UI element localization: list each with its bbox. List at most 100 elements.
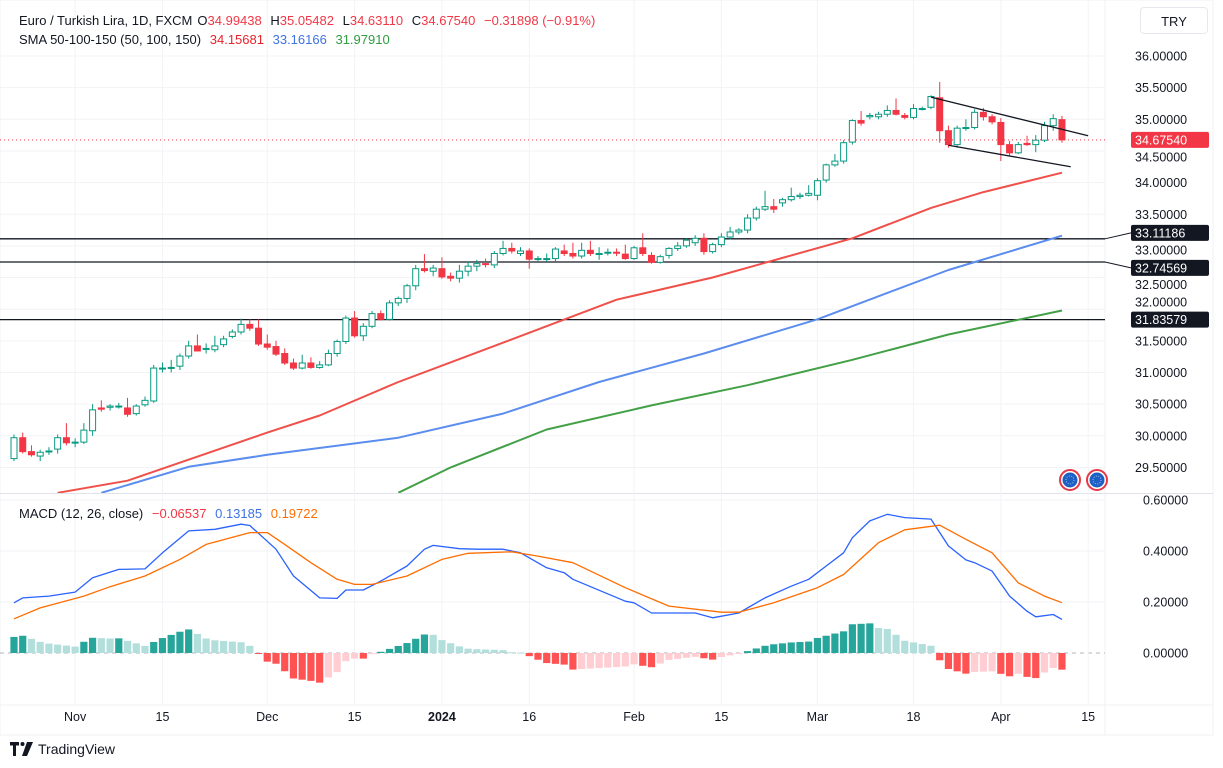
sma-line-sma150[interactable] — [397, 309, 1063, 493]
economic-event-icon[interactable] — [1086, 469, 1108, 491]
candle[interactable] — [682, 238, 690, 248]
candle[interactable] — [848, 119, 856, 145]
candle[interactable] — [700, 233, 708, 255]
candle[interactable] — [604, 248, 612, 256]
candle[interactable] — [438, 257, 446, 279]
candle[interactable] — [333, 339, 341, 357]
economic-event-icon[interactable] — [1059, 469, 1081, 491]
candle[interactable] — [281, 348, 289, 365]
candle[interactable] — [857, 111, 865, 126]
candle[interactable] — [840, 140, 848, 164]
candle[interactable] — [420, 254, 428, 273]
candle[interactable] — [717, 233, 725, 248]
candle[interactable] — [674, 242, 682, 251]
candle[interactable] — [124, 397, 132, 417]
candle[interactable] — [822, 163, 830, 183]
candle[interactable] — [237, 318, 245, 335]
candle[interactable] — [324, 349, 332, 367]
candle[interactable] — [447, 272, 455, 282]
sma-legend[interactable]: SMA 50-100-150 (50, 100, 150) 34.15681 3… — [19, 32, 395, 48]
candle[interactable] — [490, 250, 498, 269]
candle[interactable] — [875, 111, 883, 120]
candle[interactable] — [997, 118, 1005, 162]
candle[interactable] — [132, 404, 140, 416]
candle[interactable] — [735, 228, 743, 235]
candle[interactable] — [263, 334, 271, 350]
candle[interactable] — [150, 364, 158, 403]
candle[interactable] — [106, 404, 114, 411]
candle[interactable] — [944, 125, 952, 148]
candle[interactable] — [10, 434, 18, 462]
candle[interactable] — [403, 283, 411, 303]
candle[interactable] — [193, 334, 201, 352]
candle[interactable] — [19, 432, 27, 454]
candle[interactable] — [386, 300, 394, 321]
candle[interactable] — [71, 438, 79, 448]
candle[interactable] — [927, 95, 935, 110]
candle[interactable] — [779, 197, 787, 207]
candle[interactable] — [578, 242, 586, 259]
macd-line[interactable] — [13, 513, 1063, 620]
candle[interactable] — [158, 362, 166, 373]
candle[interactable] — [45, 447, 53, 455]
signal-line[interactable] — [13, 524, 1063, 620]
candle[interactable] — [936, 81, 944, 143]
candle[interactable] — [377, 310, 385, 321]
candle[interactable] — [228, 329, 236, 339]
candle[interactable] — [770, 199, 778, 213]
candle[interactable] — [202, 343, 210, 354]
candle[interactable] — [988, 114, 996, 125]
candle[interactable] — [892, 98, 900, 116]
macd-legend[interactable]: MACD (12, 26, close) −0.06537 0.13185 0.… — [19, 506, 323, 522]
candle[interactable] — [394, 296, 402, 307]
candle[interactable] — [289, 358, 297, 370]
candle[interactable] — [979, 107, 987, 121]
candle[interactable] — [482, 258, 490, 268]
candle[interactable] — [1032, 135, 1040, 153]
trendline[interactable] — [930, 96, 1089, 137]
candle[interactable] — [909, 104, 917, 120]
candle[interactable] — [36, 449, 44, 462]
symbol-legend[interactable]: Euro / Turkish Lira, 1D, FXCM O34.99438 H… — [19, 13, 600, 29]
candle[interactable] — [368, 311, 376, 329]
candle[interactable] — [953, 125, 961, 148]
candle[interactable] — [691, 235, 699, 246]
candle[interactable] — [918, 106, 926, 111]
candle[interactable] — [560, 244, 568, 257]
candle[interactable] — [307, 357, 315, 369]
horizontal-levels[interactable] — [0, 238, 1105, 321]
candle[interactable] — [709, 242, 717, 254]
candle[interactable] — [962, 119, 970, 131]
candle[interactable] — [639, 233, 647, 257]
candle[interactable] — [167, 359, 175, 373]
candle[interactable] — [831, 154, 839, 167]
candle[interactable] — [543, 253, 551, 262]
candle[interactable] — [115, 402, 123, 409]
candle[interactable] — [359, 323, 367, 341]
candle[interactable] — [796, 192, 804, 200]
candle[interactable] — [429, 264, 437, 277]
candle[interactable] — [744, 214, 752, 234]
candle[interactable] — [211, 335, 219, 353]
candle[interactable] — [27, 445, 35, 457]
candle[interactable] — [517, 247, 525, 257]
candle[interactable] — [534, 256, 542, 262]
candle[interactable] — [246, 319, 254, 331]
candle[interactable] — [1006, 140, 1014, 157]
candle[interactable] — [813, 178, 821, 201]
candle[interactable] — [726, 226, 734, 240]
candle[interactable] — [761, 190, 769, 212]
candle[interactable] — [272, 340, 280, 357]
candle[interactable] — [787, 187, 795, 202]
candle[interactable] — [473, 259, 481, 272]
candle[interactable] — [141, 396, 149, 407]
candle[interactable] — [62, 423, 70, 446]
candle[interactable] — [805, 185, 813, 197]
candle[interactable] — [883, 105, 891, 117]
currency-button[interactable]: TRY — [1140, 7, 1208, 34]
candle[interactable] — [971, 109, 979, 130]
candle[interactable] — [665, 247, 673, 259]
candle[interactable] — [464, 261, 472, 277]
candle[interactable] — [586, 240, 594, 257]
macd-pane[interactable] — [10, 513, 1066, 683]
